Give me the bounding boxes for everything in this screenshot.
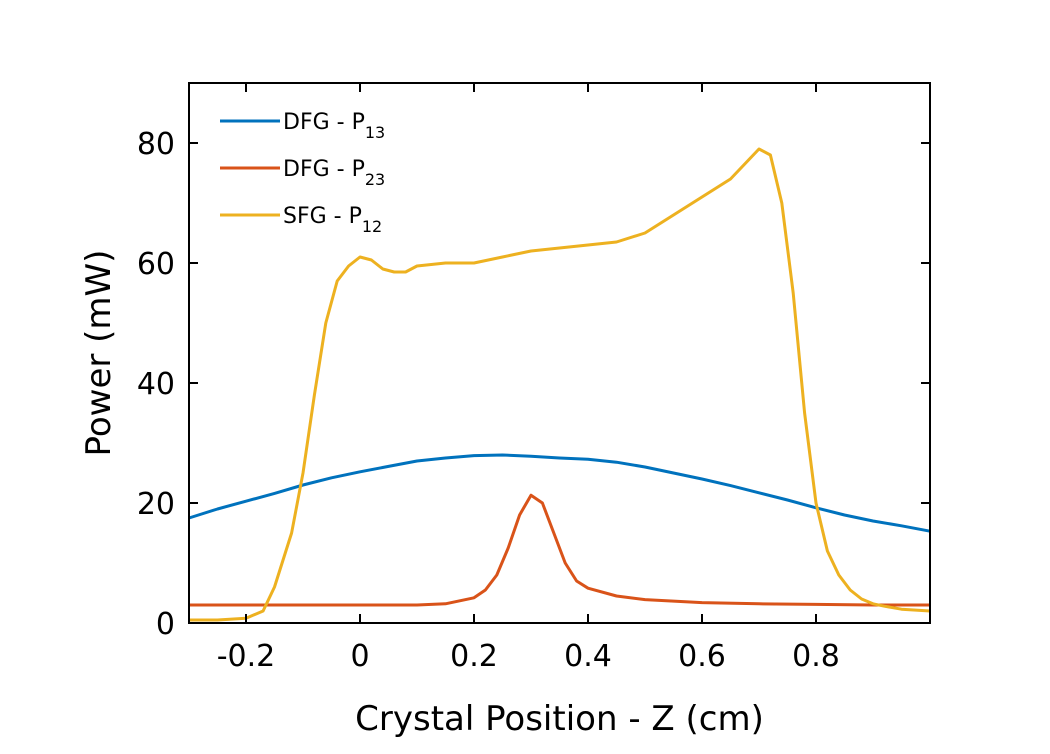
y-tick-label: 20: [137, 487, 175, 522]
plot-frame: [188, 82, 931, 624]
tick-layer: -0.2 0 0.2 0.4 0.6 0.8 0 20 40 60 80: [137, 83, 930, 674]
y-tick-label: 40: [137, 367, 175, 402]
series-line-3: [189, 147, 931, 622]
x-tick-label: 0.4: [564, 639, 612, 674]
x-axis-label: Crystal Position - Z (cm): [355, 699, 764, 739]
x-tick-label: -0.2: [217, 639, 276, 674]
series-line-1: [188, 453, 931, 533]
y-tick-label: 80: [137, 127, 175, 162]
x-tick-label: 0.8: [792, 639, 840, 674]
y-axis-label: Power (mW): [79, 250, 119, 457]
legend-label-subscript: 12: [362, 217, 382, 236]
series-line-2: [189, 493, 930, 607]
x-tick-label: 0.2: [450, 639, 498, 674]
x-tick-label: 0: [350, 639, 369, 674]
series-layer: [188, 147, 931, 622]
y-tick-label: 60: [137, 247, 175, 282]
legend-label-subscript: 23: [365, 170, 385, 189]
x-tick-label: 0.6: [678, 639, 726, 674]
legend-label-subscript: 13: [365, 123, 385, 142]
y-tick-label: 0: [156, 607, 175, 642]
